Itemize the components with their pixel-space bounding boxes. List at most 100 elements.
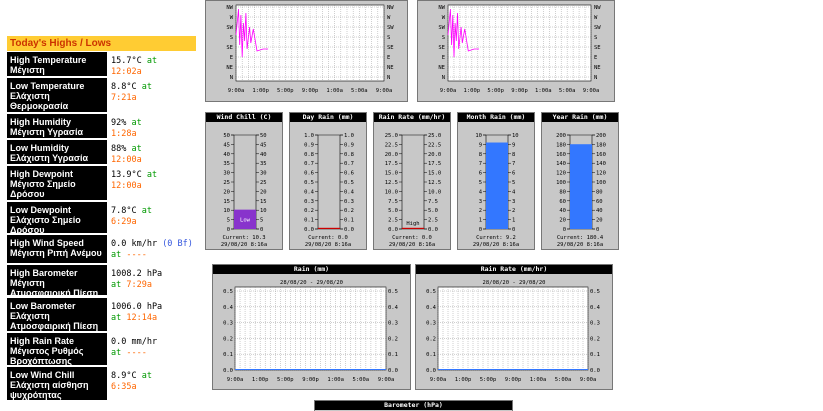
wind-direction-chart-1: NW NW W W SW SW S S SE SE E E NE NE N N 9:00a 1:00p 5:00p 9… [205, 0, 408, 102]
highs-lows-value: 88% at 12:00a [111, 144, 197, 166]
gauge-tick-label: 15.0 [385, 171, 398, 177]
gauge-tick-label: 20 [260, 189, 267, 195]
reading-value: 92% [111, 118, 127, 128]
gauge-date: 29/08/20 8:16a [557, 242, 603, 248]
gauge-2: Day Rain (mm) 1.0 1.0 0.9 0.9 0.8 0.8 0.7 0.7 0.6… [289, 112, 367, 250]
x-tick-label: 1:00a [326, 88, 343, 94]
gauge-tick-label: 10 [475, 133, 482, 139]
gauge-tick-label: 6 [479, 171, 482, 177]
gauge-tick-label: 200 [596, 133, 606, 139]
gauge-tick-label: 0.5 [304, 180, 314, 186]
x-tick-label: 1:00a [327, 377, 344, 383]
gauge-tick-label: 80 [559, 189, 566, 195]
reading-time: 6:35a [111, 382, 137, 392]
gauge-tick-label: 9 [479, 142, 482, 148]
gauge-date: 29/08/20 8:16a [389, 242, 435, 248]
x-tick-label: 9:00a [228, 88, 245, 94]
gauge-tick-label: 0.8 [304, 152, 314, 158]
x-tick-label: 1:00a [530, 377, 547, 383]
x-tick-label: 5:00a [559, 88, 576, 94]
gauge-tick-label: 140 [596, 161, 606, 167]
at-label: at [111, 313, 122, 323]
x-tick-label: 9:00a [580, 377, 597, 383]
gauge-tick-label: 0.0 [304, 227, 314, 233]
highs-lows-row: High Dewpoint Μέγιστο Σημείο Δρόσου 13.9°… [7, 166, 197, 200]
x-tick-label: 9:00a [440, 88, 457, 94]
x-tick-label: 5:00a [555, 377, 572, 383]
y-tick-label: 0.0 [426, 368, 436, 374]
wind-direction-line [447, 8, 479, 58]
reading-time: 12:00a [111, 155, 142, 165]
beaufort-value: (0 Bf) [162, 239, 193, 249]
rain-rate-chart-title: Rain Rate (mm/hr) [416, 265, 612, 274]
at-label: at [146, 170, 158, 180]
highs-lows-label: Low Barometer Ελάχιστη Ατμοσφαιρική Πίεσ… [7, 298, 107, 331]
gauge-tick-label: 0.3 [344, 199, 354, 205]
highs-lows-row: Low Humidity Ελάχιστη Υγρασία 88% at 12:0… [7, 140, 197, 166]
y-tick-label: SE [594, 45, 601, 51]
at-label: at [111, 280, 122, 290]
at-label: at [131, 144, 142, 154]
gauge-tick-label: 7 [512, 161, 515, 167]
y-tick-label: 0.3 [426, 321, 436, 327]
y-tick-label: NW [438, 5, 445, 11]
gauge-date: 29/08/20 8:16a [473, 242, 519, 248]
x-tick-label: 9:00p [511, 88, 528, 94]
gauge-tick-label: 5 [260, 218, 263, 224]
rain-chart-title: Rain (mm) [213, 265, 410, 274]
x-tick-label: 9:00a [376, 88, 393, 94]
y-tick-label: NW [226, 5, 233, 11]
highs-lows-label: Low Humidity Ελάχιστη Υγρασία [7, 140, 107, 164]
gauge-tick-label: 17.5 [428, 161, 441, 167]
x-tick-label: 1:00p [252, 88, 269, 94]
y-tick-label: 0.4 [590, 305, 601, 311]
y-tick-label: E [442, 55, 445, 61]
gauge-4: Month Rain (mm) 10 10 9 9 8 8 7 7 6 6 5 5 4 4 3 3 2 2 1 1 0 0 C… [457, 112, 535, 250]
gauge-tick-label: 50 [223, 133, 230, 139]
reading-value: 1006.0 hPa [111, 302, 163, 312]
gauge-tick-label: 35 [260, 161, 267, 167]
highs-lows-label: High Barometer Μέγιστη Ατμοσφαιρική Πίεσ… [7, 265, 107, 295]
gauge-tick-label: 40 [260, 152, 267, 158]
wind-direction-line [235, 8, 269, 58]
y-tick-label: 0.5 [426, 289, 436, 295]
gauge-tick-label: 12.5 [428, 180, 441, 186]
gauge-tick-label: 200 [556, 133, 566, 139]
gauge-tick-label: 120 [556, 171, 566, 177]
y-tick-label: 0.1 [590, 352, 600, 358]
y-tick-label: E [387, 55, 390, 61]
gauge-tick-label: 0.0 [388, 227, 398, 233]
gauge-current: Current: 9.2 [476, 235, 516, 241]
highs-lows-row: High Temperature Μέγιστη Θερμοκρασία15.7… [7, 52, 197, 77]
gauge-title: Month Rain (mm) [458, 113, 534, 122]
reading-time: 6:29a [111, 217, 137, 227]
y-tick-label: 0.1 [426, 352, 436, 358]
y-tick-label: NE [387, 65, 394, 71]
gauge-tick-label: 8 [512, 152, 515, 158]
gauge-tick-label: 0.2 [344, 208, 354, 214]
reading-value: 1008.2 hPa [111, 269, 163, 279]
gauge-current: Current: 0.0 [308, 235, 348, 241]
x-tick-label: 5:00p [487, 88, 504, 94]
barometer-chart: Barometer (hPa) [314, 400, 513, 411]
gauge-tick-label: 20 [596, 218, 603, 224]
x-tick-label: 1:00a [535, 88, 552, 94]
at-label: at [141, 206, 152, 216]
gauge-fill-label: Low [240, 217, 251, 223]
x-tick-label: 9:00a [378, 377, 395, 383]
gauge-tick-label: 7.5 [388, 199, 398, 205]
highs-lows-label: Low Wind Chill Ελάχιστη αίσθηση ψυχρότητ… [7, 367, 107, 400]
highs-lows-value: 8.9°C at 6:35a [111, 371, 197, 393]
gauge-tick-label: 25.0 [428, 133, 441, 139]
gauge-tick-label: 0.0 [428, 227, 438, 233]
gauge-tick-label: 5.0 [388, 208, 398, 214]
gauge-tick-label: 0.4 [304, 189, 315, 195]
gauge-fill [318, 227, 340, 229]
gauge-tick-label: 0.9 [344, 142, 354, 148]
chart-subtitle: 28/08/20 - 29/08/20 [483, 280, 546, 286]
highs-lows-label: High Wind Speed Μέγιστη Ριπή Ανέμου [7, 235, 107, 263]
gauge-tick-label: 3 [479, 199, 482, 205]
gauge-tick-label: 30 [260, 171, 267, 177]
gauge-tick-label: 0 [596, 227, 599, 233]
gauge-5: Year Rain (mm) 200 200 180 180 160 160 140 140 12… [541, 112, 619, 250]
